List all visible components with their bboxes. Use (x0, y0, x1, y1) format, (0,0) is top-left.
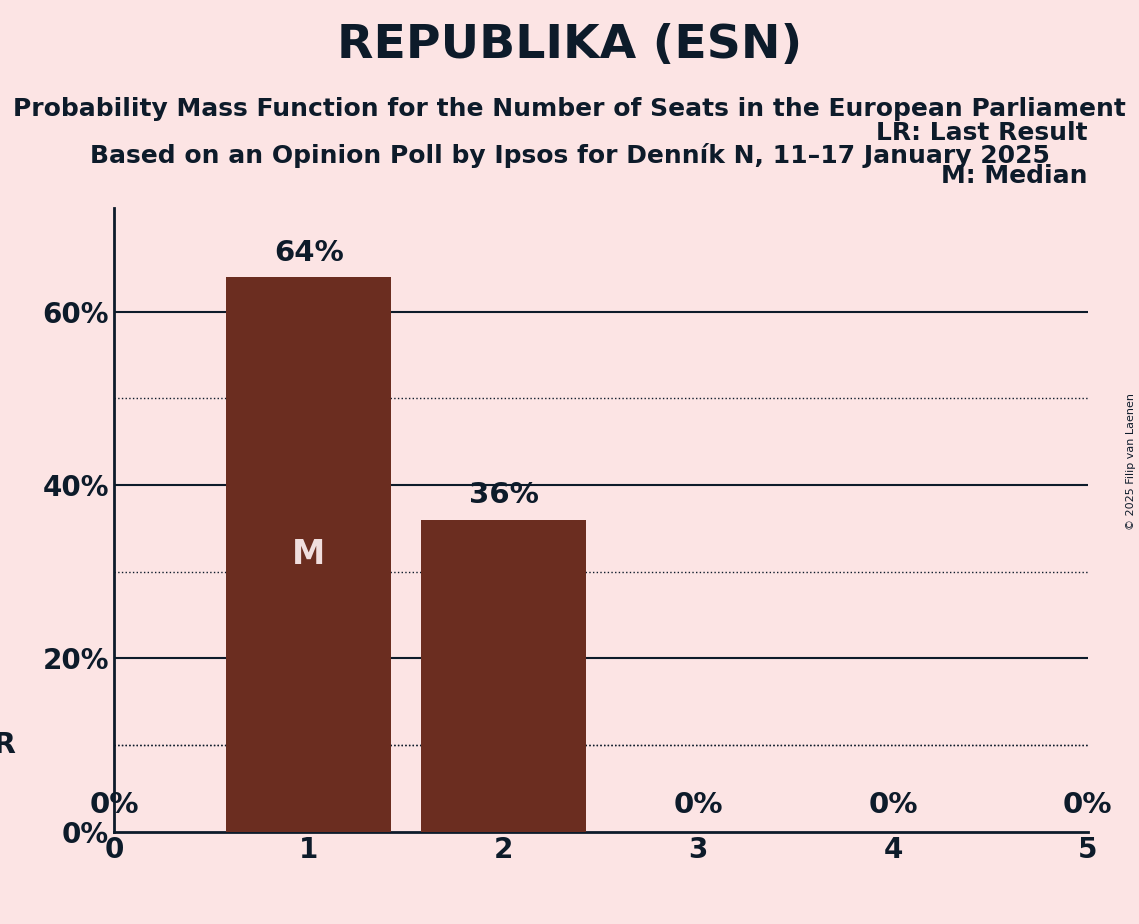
Text: Based on an Opinion Poll by Ipsos for Denník N, 11–17 January 2025: Based on an Opinion Poll by Ipsos for De… (90, 143, 1049, 168)
Text: M: Median: M: Median (941, 164, 1088, 188)
Text: Probability Mass Function for the Number of Seats in the European Parliament: Probability Mass Function for the Number… (13, 97, 1126, 121)
Text: 0%: 0% (89, 791, 139, 819)
Text: 36%: 36% (468, 481, 539, 509)
Text: 0%: 0% (868, 791, 918, 819)
Text: LR: LR (0, 731, 17, 759)
Bar (226, 277, 392, 832)
Text: 64%: 64% (273, 238, 344, 267)
Text: 0%: 0% (1063, 791, 1113, 819)
Text: © 2025 Filip van Laenen: © 2025 Filip van Laenen (1126, 394, 1136, 530)
Text: LR: Last Result: LR: Last Result (876, 120, 1088, 144)
Text: M: M (292, 538, 326, 571)
Bar (420, 519, 587, 832)
Text: 0%: 0% (673, 791, 723, 819)
Text: REPUBLIKA (ESN): REPUBLIKA (ESN) (337, 23, 802, 68)
